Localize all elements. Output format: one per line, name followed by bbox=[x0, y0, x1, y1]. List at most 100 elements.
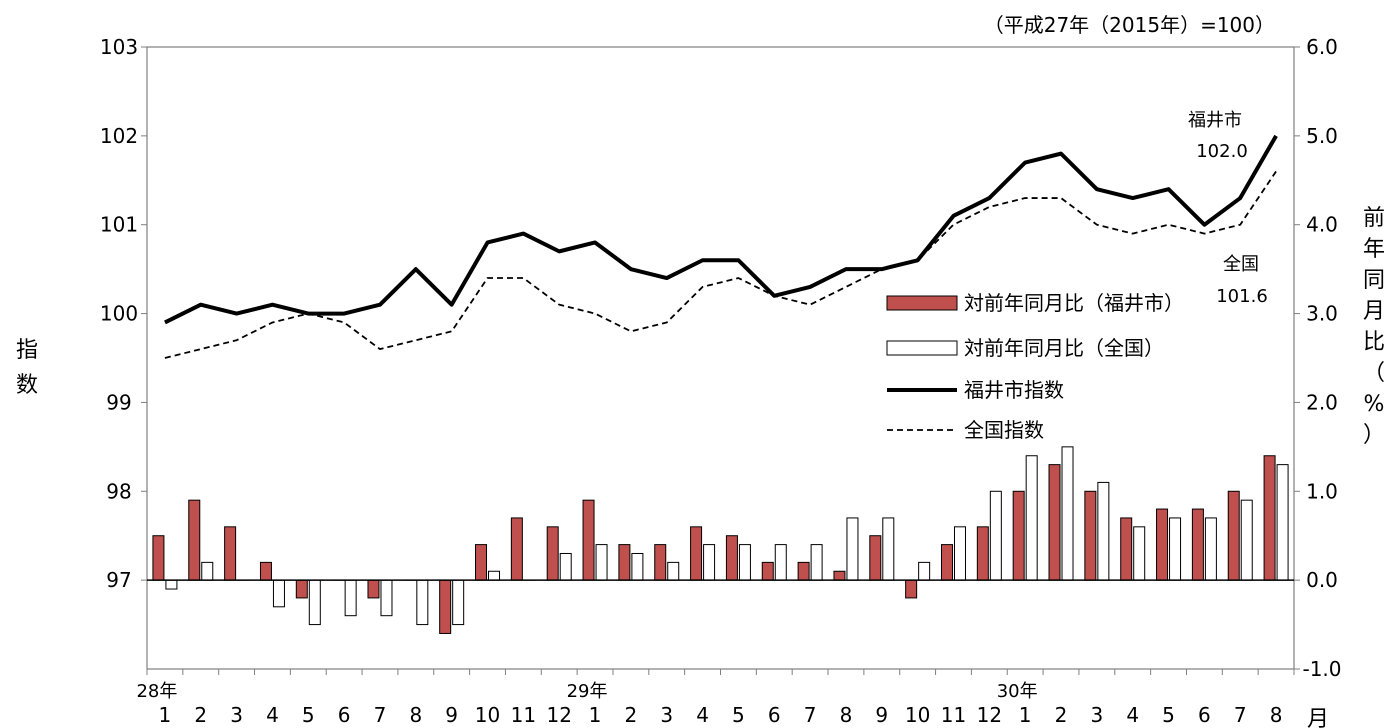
x-month-label: 6 bbox=[768, 703, 781, 727]
annotation-national-name: 全国 bbox=[1223, 254, 1259, 275]
bar-national bbox=[738, 544, 751, 581]
y-left-tick-label: 97 bbox=[106, 568, 131, 592]
x-month-label: 1 bbox=[589, 703, 602, 727]
annotation-fukui-value: 102.0 bbox=[1196, 141, 1248, 162]
bar-fukui bbox=[725, 535, 738, 581]
x-month-label: 5 bbox=[302, 703, 315, 727]
y-right-label-char: % bbox=[1364, 392, 1385, 417]
bar-fukui bbox=[152, 535, 165, 581]
y-right-tick-label: -1.0 bbox=[1302, 657, 1341, 681]
x-month-label: 10 bbox=[475, 703, 500, 727]
bar-fukui bbox=[510, 517, 523, 581]
bar-national bbox=[380, 579, 393, 617]
bar-national bbox=[272, 579, 285, 608]
bar-national bbox=[165, 579, 178, 590]
bars-group bbox=[152, 446, 1289, 634]
annotation-fukui-name: 福井市 bbox=[1188, 110, 1242, 131]
bar-national bbox=[953, 526, 966, 581]
bar-national bbox=[774, 544, 787, 581]
bar-fukui bbox=[1084, 490, 1097, 581]
bar-national bbox=[667, 561, 680, 581]
y-right-tick-label: 0.0 bbox=[1306, 568, 1338, 592]
annotations-group: 福井市 102.0 全国 101.6 bbox=[1188, 110, 1268, 307]
y-right-axis-label: 前年同月比 （% ） bbox=[1363, 206, 1385, 448]
bar-fukui bbox=[1156, 508, 1169, 581]
bar-national bbox=[918, 561, 931, 581]
bar-national bbox=[559, 552, 572, 581]
bar-national bbox=[1061, 446, 1074, 581]
y-left-tick-label: 101 bbox=[100, 213, 138, 237]
x-month-label: 1 bbox=[159, 703, 172, 727]
y-left-tick-label: 100 bbox=[100, 302, 138, 326]
x-month-label: 3 bbox=[1090, 703, 1103, 727]
bar-national bbox=[452, 579, 465, 626]
y-right-label-char: 同 bbox=[1363, 268, 1385, 293]
legend-swatch-bar bbox=[886, 340, 958, 356]
x-year-label: 30年 bbox=[997, 681, 1038, 702]
x-month-label: 6 bbox=[338, 703, 351, 727]
bar-fukui bbox=[940, 544, 953, 581]
bar-fukui bbox=[797, 561, 810, 581]
bar-fukui bbox=[295, 579, 308, 599]
x-month-label: 2 bbox=[625, 703, 638, 727]
y-left-tick-label: 98 bbox=[106, 479, 131, 503]
bar-fukui bbox=[367, 579, 380, 599]
bar-fukui bbox=[976, 526, 989, 581]
x-month-label: 5 bbox=[1162, 703, 1175, 727]
x-year-label: 29年 bbox=[567, 681, 608, 702]
bar-fukui bbox=[1227, 490, 1240, 581]
x-unit-label: 月 bbox=[1307, 707, 1329, 728]
x-month-label: 3 bbox=[660, 703, 673, 727]
line-fukui-index bbox=[164, 134, 1278, 325]
bar-national bbox=[1204, 517, 1217, 581]
x-month-label: 11 bbox=[511, 703, 536, 727]
bar-fukui bbox=[439, 579, 452, 634]
bar-fukui bbox=[582, 499, 595, 581]
legend-label: 対前年同月比（福井市） bbox=[964, 291, 1184, 315]
bar-national bbox=[1276, 464, 1289, 581]
bar-national bbox=[989, 490, 1002, 581]
bar-fukui bbox=[1191, 508, 1204, 581]
bar-national bbox=[703, 544, 716, 581]
bar-fukui bbox=[1048, 464, 1061, 581]
bar-national bbox=[201, 561, 214, 581]
bar-fukui bbox=[475, 544, 488, 581]
legend-swatch-bar bbox=[886, 295, 958, 311]
line-national-index bbox=[164, 170, 1277, 359]
axes-group: 1031021011009998976.05.04.03.02.01.00.0-… bbox=[100, 35, 1342, 728]
x-year-label: 28年 bbox=[136, 681, 177, 702]
x-month-label: 9 bbox=[445, 703, 458, 727]
bar-national bbox=[810, 544, 823, 581]
bar-fukui bbox=[618, 544, 631, 581]
lines-group bbox=[164, 134, 1278, 359]
bar-fukui bbox=[188, 499, 201, 581]
legend-label: 全国指数 bbox=[964, 418, 1044, 442]
y-left-tick-label: 99 bbox=[106, 390, 131, 414]
x-month-label: 5 bbox=[732, 703, 745, 727]
bar-fukui bbox=[833, 570, 846, 581]
y-right-tick-label: 1.0 bbox=[1306, 479, 1338, 503]
bar-fukui bbox=[905, 579, 918, 599]
bar-fukui bbox=[1263, 455, 1276, 581]
y-right-label-char: 比 bbox=[1363, 330, 1385, 355]
bar-national bbox=[308, 579, 321, 626]
bar-national bbox=[1097, 481, 1110, 581]
y-right-label-char: （ bbox=[1363, 361, 1385, 386]
bar-national bbox=[1133, 526, 1146, 581]
x-month-label: 12 bbox=[546, 703, 571, 727]
x-month-label: 8 bbox=[1270, 703, 1283, 727]
x-month-label: 7 bbox=[804, 703, 817, 727]
y-right-tick-label: 5.0 bbox=[1306, 124, 1338, 148]
bar-national bbox=[1025, 455, 1038, 581]
x-month-label: 4 bbox=[696, 703, 709, 727]
y-left-axis-label-char-2: 数 bbox=[16, 373, 38, 398]
bar-national bbox=[1240, 499, 1253, 581]
x-month-label: 2 bbox=[194, 703, 207, 727]
bar-fukui bbox=[259, 561, 272, 581]
bar-fukui bbox=[1120, 517, 1133, 581]
bar-national bbox=[846, 517, 859, 581]
bar-national bbox=[631, 552, 644, 581]
y-right-label-char: 前 bbox=[1363, 206, 1385, 231]
y-right-label-char: 年 bbox=[1363, 237, 1385, 262]
